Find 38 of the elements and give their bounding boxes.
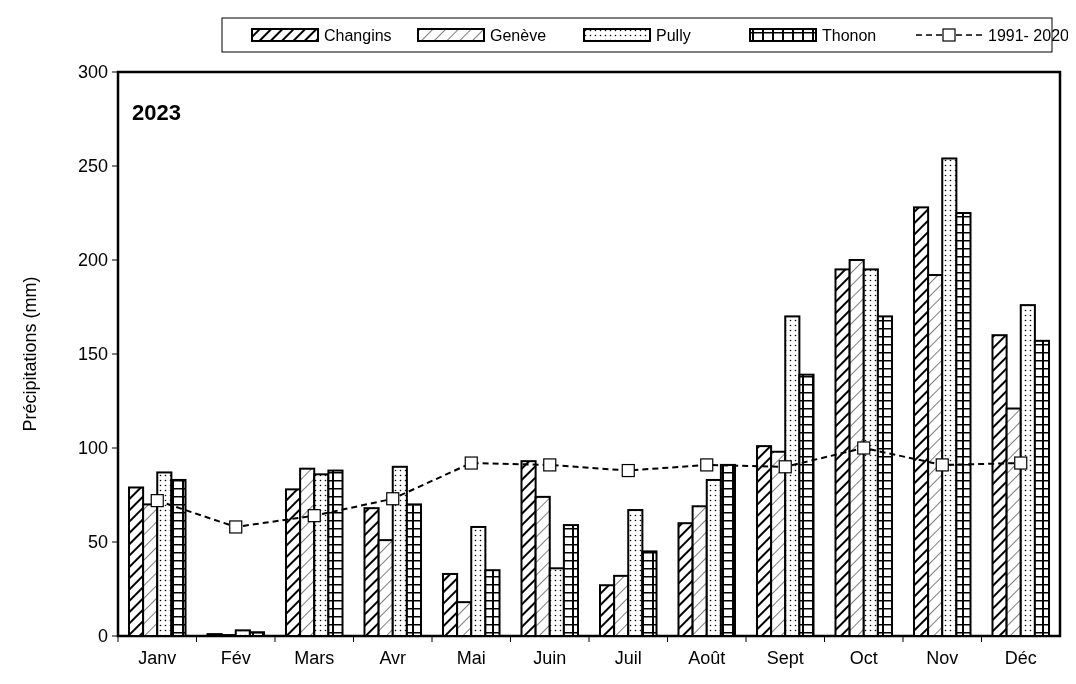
point [229, 520, 243, 534]
point [307, 509, 321, 523]
point [700, 458, 714, 472]
y-tick-label: 200 [77, 250, 108, 271]
legend-label: Thonon [822, 26, 877, 44]
legend-label: Changins [324, 26, 392, 44]
x-tick-label: Déc [1004, 648, 1037, 668]
x-tick-label: Janv [138, 648, 177, 668]
annotation: 2023 [132, 100, 181, 125]
legend-label: Pully [656, 26, 691, 44]
point [386, 492, 400, 506]
y-tick-label: 150 [77, 344, 108, 365]
x-tick-label: Avr [379, 648, 407, 668]
y-tick-label: 100 [77, 438, 108, 459]
y-tick-label: 0 [97, 626, 108, 647]
y-tick-label: 300 [77, 62, 108, 83]
point [935, 458, 949, 472]
legend-label: 1991- 2020 [988, 26, 1070, 44]
point [464, 456, 478, 470]
point [621, 463, 635, 478]
point [150, 494, 164, 508]
y-axis-title: Précipitations (mm) [20, 276, 40, 432]
point [857, 441, 871, 455]
x-tick-label: Nov [926, 648, 959, 668]
x-tick-label: Mai [456, 648, 486, 668]
y-tick-label: 250 [77, 156, 108, 177]
x-tick-label: Mars [294, 648, 335, 668]
point [1014, 456, 1028, 470]
point [778, 460, 792, 474]
x-tick-label: Fév [220, 648, 251, 668]
x-tick-label: Sept [766, 648, 804, 668]
y-tick-label: 50 [87, 532, 108, 553]
x-tick-label: Juil [614, 648, 642, 668]
x-tick-label: Oct [849, 648, 878, 668]
x-tick-label: Juin [533, 648, 567, 668]
x-tick-label: Août [688, 648, 726, 668]
legend-label: Genève [490, 26, 547, 44]
point [543, 458, 557, 472]
